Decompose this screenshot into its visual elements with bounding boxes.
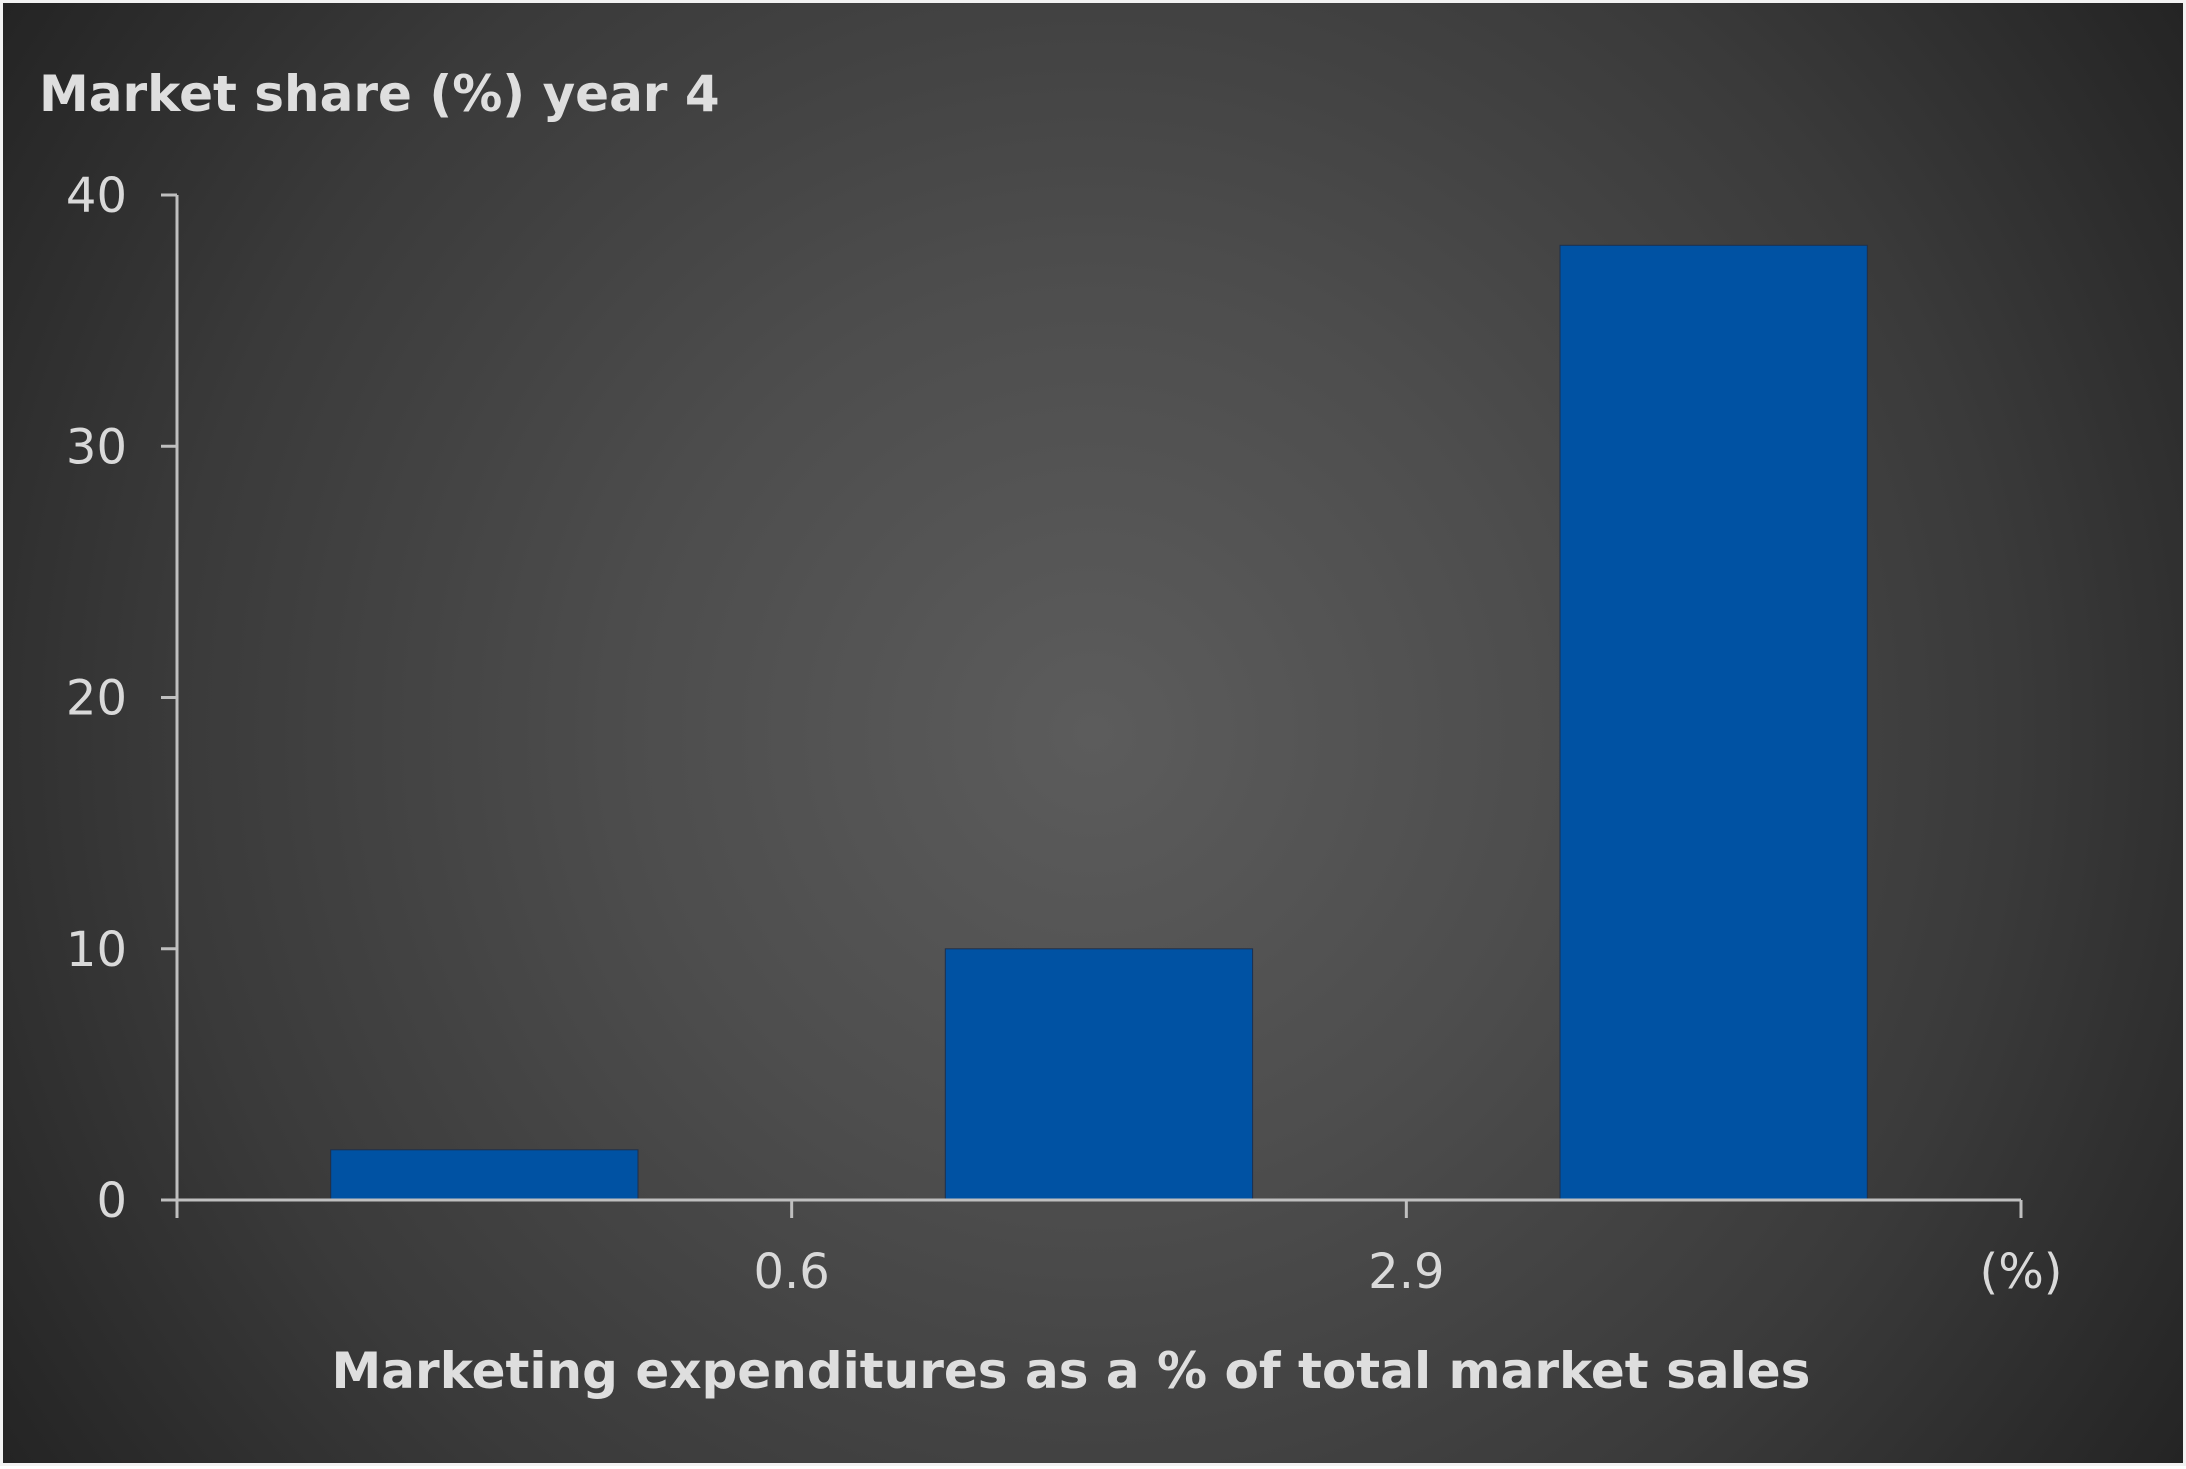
x-tick-label: (%) <box>1979 1244 2062 1300</box>
bars-group <box>330 244 1868 1201</box>
x-tick-label: 2.9 <box>1368 1244 1444 1300</box>
x-ticks-group: 0.6 2.9 (%) <box>175 1200 2063 1300</box>
chart-title: Market share (%) year 4 <box>39 65 720 123</box>
bar-1 <box>330 1149 639 1201</box>
bar-3 <box>1559 244 1868 1201</box>
x-axis-title: Marketing expenditures as a % of total m… <box>332 1342 1811 1400</box>
y-tick-label: 30 <box>66 419 127 475</box>
bar-chart: Market share (%) year 4 0 10 20 30 40 0.6 2.9… <box>39 65 2063 1400</box>
y-tick-label: 10 <box>66 922 127 978</box>
y-tick-label: 20 <box>66 671 127 727</box>
y-tick-label: 40 <box>66 168 127 224</box>
y-tick-label: 0 <box>96 1173 127 1229</box>
bar-2 <box>944 948 1254 1201</box>
x-tick-label: 0.6 <box>753 1244 829 1300</box>
y-ticks-group: 0 10 20 30 40 <box>66 168 177 1229</box>
